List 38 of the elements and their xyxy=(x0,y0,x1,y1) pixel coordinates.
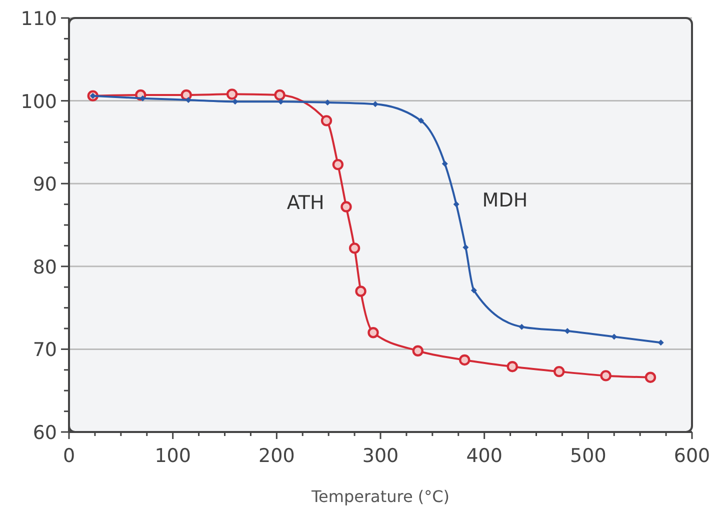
x-tick-label: 0 xyxy=(62,445,76,467)
point xyxy=(320,115,332,126)
point xyxy=(553,366,565,378)
x-tick-label: 200 xyxy=(258,445,295,467)
y-tick-label: 90 xyxy=(32,174,57,196)
point xyxy=(518,324,525,330)
point xyxy=(332,158,344,170)
point xyxy=(600,370,612,382)
series-label: ATH xyxy=(286,192,324,214)
y-tick-label: 110 xyxy=(20,8,57,30)
point xyxy=(506,360,518,372)
point xyxy=(453,201,460,208)
point xyxy=(470,287,477,294)
x-tick-label: 300 xyxy=(362,445,399,467)
point xyxy=(340,201,352,212)
y-tick-label: 60 xyxy=(32,422,57,444)
point xyxy=(418,118,424,124)
point xyxy=(226,88,238,100)
point xyxy=(412,345,424,356)
x-tick-label: 500 xyxy=(570,445,606,467)
y-tick-label: 100 xyxy=(20,90,57,113)
x-tick-label: 100 xyxy=(154,445,191,467)
point xyxy=(459,354,470,366)
x-tick-label: 600 xyxy=(674,445,710,467)
y-tick-label: 70 xyxy=(32,339,57,362)
series-label: MDH xyxy=(482,189,528,212)
x-axis-title: Temperature (°C) xyxy=(310,487,450,506)
y-tick-label: 80 xyxy=(32,256,57,278)
point xyxy=(462,244,469,250)
point xyxy=(644,372,656,383)
x-tick-label: 400 xyxy=(466,445,502,467)
point xyxy=(658,340,664,346)
point xyxy=(368,327,379,338)
point xyxy=(274,89,286,101)
point xyxy=(442,160,448,167)
point xyxy=(355,286,366,297)
point xyxy=(348,242,360,254)
point xyxy=(611,334,618,340)
